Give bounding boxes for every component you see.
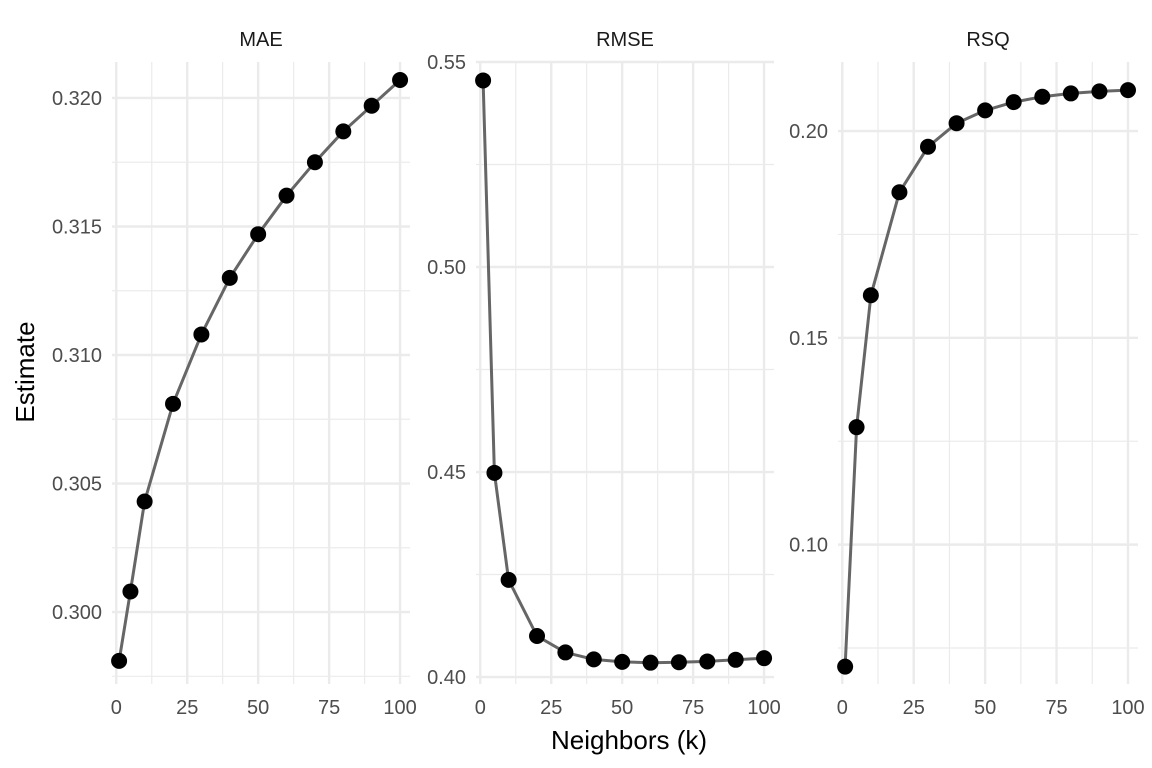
data-point xyxy=(557,644,574,661)
data-point xyxy=(642,654,659,671)
data-point xyxy=(862,287,879,304)
data-point xyxy=(165,395,182,412)
data-point xyxy=(335,123,352,140)
y-tick-label: 0.45 xyxy=(427,462,466,484)
x-tick-label: 0 xyxy=(837,697,848,719)
y-tick-label: 0.320 xyxy=(52,88,102,110)
data-point xyxy=(136,493,153,510)
series-line-rsq xyxy=(843,88,1129,667)
data-point xyxy=(306,154,323,171)
series-line-rmse xyxy=(481,80,765,665)
data-point xyxy=(848,419,865,436)
panel-rsq: 0.10 0.15 0.20 0 25 50 75 100 RSQ xyxy=(789,29,1145,719)
data-point xyxy=(221,269,238,286)
data-point xyxy=(122,583,139,600)
panel-mae: 0.300 0.305 0.310 0.315 0.320 0 25 50 75 100 MAE xyxy=(52,29,417,719)
data-point xyxy=(392,71,409,88)
y-tick-label: 0.300 xyxy=(52,602,102,624)
x-tick-label: 25 xyxy=(903,697,925,719)
x-tick-label: 25 xyxy=(540,697,562,719)
x-tick-label: 25 xyxy=(176,697,198,719)
data-point xyxy=(486,464,503,481)
data-point xyxy=(500,571,517,588)
data-point xyxy=(250,226,267,243)
x-tick-label: 50 xyxy=(247,697,269,719)
x-tick-label: 75 xyxy=(1045,697,1067,719)
data-point xyxy=(837,658,854,675)
data-point xyxy=(363,97,380,114)
x-tick-label: 50 xyxy=(611,697,633,719)
y-tick-label: 0.315 xyxy=(52,216,102,238)
x-axis-title: Neighbors (k) xyxy=(551,725,707,755)
data-point xyxy=(1091,83,1108,100)
data-point xyxy=(614,653,631,670)
facet-title-rsq: RSQ xyxy=(966,29,1009,51)
data-point xyxy=(948,115,965,132)
data-point xyxy=(529,628,546,645)
data-point xyxy=(278,187,295,204)
data-point xyxy=(111,652,128,669)
y-tick-label: 0.305 xyxy=(52,474,102,496)
y-tick-label: 0.20 xyxy=(789,121,828,143)
data-point xyxy=(977,102,994,119)
data-point xyxy=(670,654,687,671)
x-tick-label: 100 xyxy=(747,697,780,719)
x-tick-label: 100 xyxy=(1111,697,1144,719)
data-point xyxy=(1034,88,1051,105)
facet-title-mae: MAE xyxy=(239,29,282,51)
y-tick-label: 0.55 xyxy=(427,52,466,74)
x-tick-label: 75 xyxy=(682,697,704,719)
x-tick-label: 50 xyxy=(974,697,996,719)
data-point xyxy=(585,651,602,668)
y-tick-label: 0.40 xyxy=(427,667,466,689)
x-tick-label: 0 xyxy=(111,697,122,719)
data-point xyxy=(475,72,492,89)
y-axis-title: Estimate xyxy=(10,321,40,422)
data-point xyxy=(920,138,936,155)
data-point xyxy=(756,650,773,667)
x-tick-label: 0 xyxy=(475,697,486,719)
x-tick-label: 100 xyxy=(383,697,416,719)
y-tick-label: 0.10 xyxy=(789,535,828,557)
data-point xyxy=(1120,82,1136,99)
series-line-mae xyxy=(117,78,402,662)
y-tick-label: 0.50 xyxy=(427,257,466,279)
panel-rmse: 0.40 0.45 0.50 0.55 0 25 50 75 100 RMSE xyxy=(427,29,781,719)
data-point xyxy=(1005,94,1022,111)
facet-title-rmse: RMSE xyxy=(596,29,654,51)
y-tick-label: 0.15 xyxy=(789,328,828,350)
data-point xyxy=(1062,85,1079,102)
data-point xyxy=(193,326,210,343)
data-point xyxy=(699,653,716,670)
data-point xyxy=(891,184,908,201)
data-point xyxy=(727,651,744,668)
y-tick-label: 0.310 xyxy=(52,345,102,367)
x-tick-label: 75 xyxy=(318,697,340,719)
